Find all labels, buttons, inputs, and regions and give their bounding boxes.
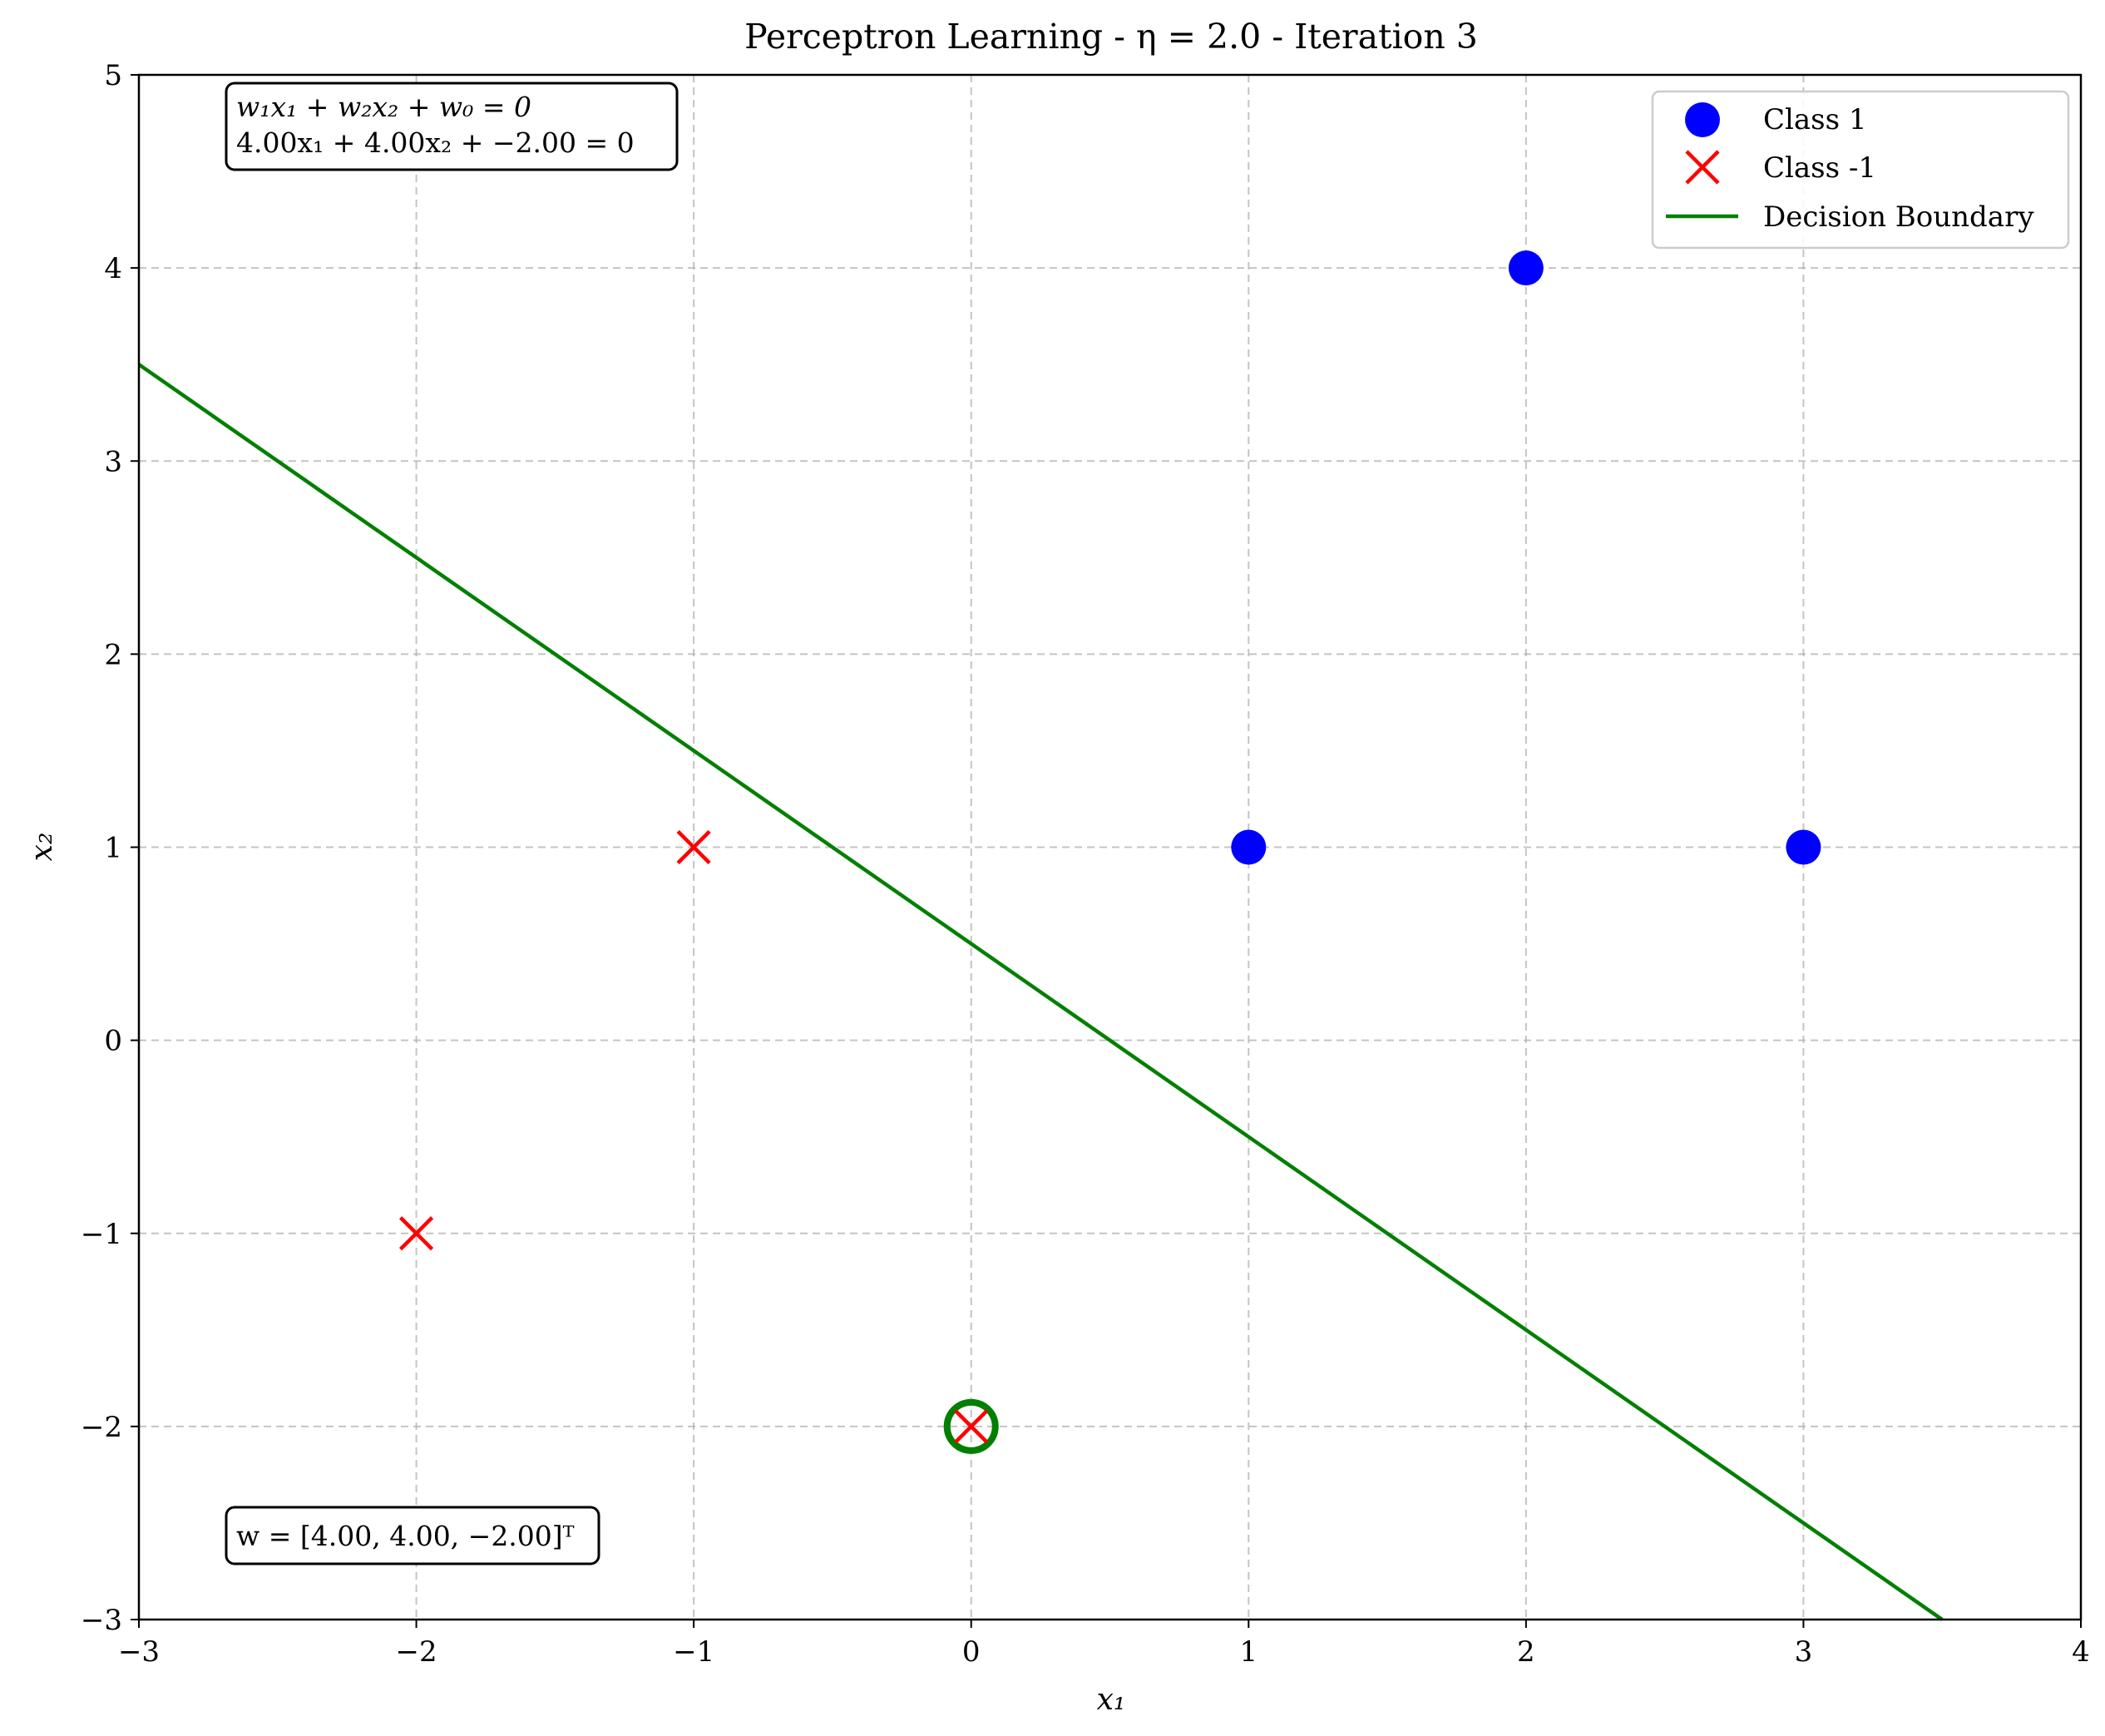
y-tick-label: 2 [104, 638, 122, 671]
weights-vector: w = [4.00, 4.00, −2.00]ᵀ [236, 1520, 575, 1552]
x-tick-label: −2 [396, 1635, 437, 1669]
equation-box: w₁x₁ + w₂x₂ + w₀ = 0 4.00x₁ + 4.00x₂ + −… [225, 82, 679, 171]
x-tick-label: 0 [962, 1635, 981, 1669]
class1-point [1231, 829, 1267, 865]
legend-boundary-label: Decision Boundary [1763, 200, 2034, 234]
grid-lines [139, 75, 2081, 1620]
legend-frame [1651, 90, 2070, 250]
legend-class1-marker [1685, 102, 1720, 137]
legend-class-1-marker [1685, 150, 1720, 185]
class1-point [1508, 250, 1544, 286]
class-neg1-point [954, 1409, 989, 1444]
y-tick-label: 0 [104, 1025, 122, 1058]
x-tick-label: −1 [673, 1635, 714, 1669]
x-tick-label: 2 [1517, 1635, 1535, 1669]
decision-boundary-layer [137, 363, 1944, 1621]
x-tick-label: 1 [1239, 1635, 1258, 1669]
class-neg1-point [676, 829, 711, 865]
class-neg1-point [398, 1216, 434, 1251]
y-tick-label: −3 [81, 1604, 122, 1637]
equation-general: w₁x₁ + w₂x₂ + w₀ = 0 [236, 91, 531, 123]
y-tick-label: 3 [104, 445, 122, 478]
data-points [398, 250, 1821, 1454]
class1-point [1786, 829, 1821, 865]
weights-box-frame [225, 1506, 600, 1565]
highlighted-point-ring [943, 1398, 999, 1454]
x-tick-label: −3 [118, 1635, 160, 1669]
y-tick-label: 4 [104, 252, 122, 285]
y-tick-label: 1 [104, 832, 122, 865]
x-tick-label: 3 [1795, 1635, 1813, 1669]
axis-ticks: −3 −2 −1 0 1 2 3 4 −3 −2 −1 0 1 2 3 4 5 [81, 59, 2090, 1669]
chart-title: Perceptron Learning - η = 2.0 - Iteratio… [744, 17, 1478, 57]
equation-box-frame [225, 82, 679, 171]
y-axis-label: x₂ [25, 833, 59, 862]
legend-class1-label: Class 1 [1763, 103, 1867, 136]
y-tick-label: −1 [81, 1218, 122, 1251]
x-tick-label: 4 [2072, 1635, 2090, 1669]
legend-class-1-label: Class -1 [1763, 151, 1876, 185]
legend: Class 1 Class -1 Decision Boundary [1651, 90, 2070, 250]
x-axis-label: x₁ [1097, 1683, 1126, 1717]
equation-specific: 4.00x₁ + 4.00x₂ + −2.00 = 0 [236, 126, 635, 159]
decision-boundary-line [137, 363, 1944, 1621]
y-tick-label: −2 [81, 1411, 122, 1444]
weights-box: w = [4.00, 4.00, −2.00]ᵀ [225, 1506, 600, 1565]
y-tick-label: 5 [104, 59, 122, 92]
